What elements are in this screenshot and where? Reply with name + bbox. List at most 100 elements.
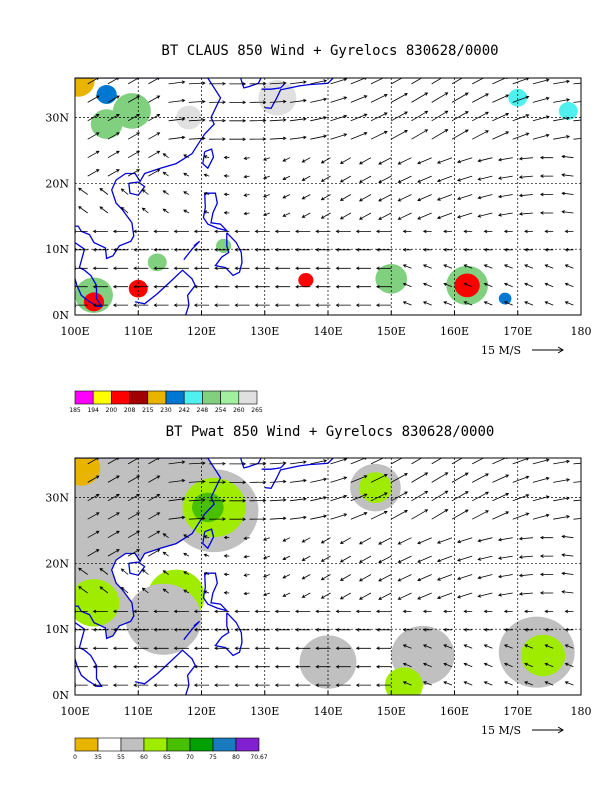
wind-vector-306	[209, 461, 226, 466]
colorbar-label: 248	[197, 407, 209, 414]
wind-vector-89	[355, 628, 371, 632]
wind-vector-88	[335, 248, 351, 252]
wind-vector-33	[234, 284, 250, 289]
wind-vector-291	[411, 472, 429, 483]
wind-vector-68	[443, 264, 453, 269]
wind-vector-30	[173, 664, 189, 669]
wind-vector-44	[463, 662, 473, 668]
wind-vector-77	[112, 248, 129, 252]
colorbar-label: 55	[117, 754, 125, 761]
wind-vector-130	[183, 589, 190, 594]
ref-vector-label: 15 M/S	[481, 724, 521, 737]
wind-vector-185	[282, 555, 291, 560]
wind-vector-11	[295, 683, 311, 687]
wind-vector-72	[524, 264, 534, 269]
wind-vector-111	[295, 609, 311, 614]
wind-vector-28	[133, 664, 149, 669]
colorbar-swatch-6	[183, 390, 203, 405]
wind-vector-262	[330, 494, 348, 502]
wind-vector-254	[168, 117, 186, 122]
lon-tick-label: 100E	[60, 325, 89, 338]
coastline-10	[183, 620, 201, 641]
wind-vector-117	[422, 229, 432, 234]
wind-vector-63	[335, 266, 351, 271]
wind-vector-2	[112, 303, 129, 307]
wind-vector-54	[153, 646, 169, 651]
wind-vector-209	[263, 537, 270, 541]
lat-tick-label: 0N	[52, 309, 69, 322]
field-blob-5	[358, 472, 392, 504]
wind-vector-214	[358, 157, 372, 165]
wind-vector-110	[274, 609, 290, 614]
wind-vector-49	[564, 282, 574, 288]
wind-vector-309	[269, 81, 287, 85]
wind-vector-40	[375, 284, 392, 289]
wind-vector-33	[234, 664, 250, 669]
wind-vector-201	[107, 150, 120, 159]
wind-vector-275	[87, 475, 100, 483]
wind-vector-286	[310, 97, 328, 103]
wind-vector-235	[289, 135, 307, 140]
wind-vector-24	[564, 681, 574, 686]
wind-vector-226	[107, 512, 120, 520]
wind-vector-126	[99, 206, 109, 214]
wind-vector-272	[532, 495, 550, 502]
wind-vector-29	[153, 664, 169, 669]
wind-vector-264	[370, 112, 388, 122]
wind-vector-220	[477, 157, 493, 163]
wind-vector-101	[92, 229, 108, 234]
wind-vector-216	[397, 537, 412, 545]
wind-vector-176	[107, 169, 120, 177]
wind-vector-311	[310, 79, 328, 85]
wind-vector-12	[315, 303, 331, 307]
wind-vector-121	[503, 229, 513, 234]
wind-vector-57	[214, 646, 230, 651]
wind-vector-56	[193, 266, 210, 271]
wind-vector-79	[153, 628, 169, 632]
wind-vector-250	[87, 494, 100, 502]
colorbar-swatch-2	[120, 737, 145, 752]
colorbar-label: 80	[232, 754, 240, 761]
wind-vector-246	[512, 132, 530, 140]
wind-vector-199	[561, 173, 574, 177]
panel-title-claus: BT CLAUS 850 Wind + Gyrelocs 830628/0000	[161, 43, 498, 59]
coastline-8	[261, 82, 286, 90]
wind-vector-278	[148, 95, 161, 103]
wind-vector-198	[539, 174, 554, 178]
wind-vector-139	[358, 212, 372, 220]
wind-vector-36	[295, 284, 311, 289]
lon-tick-label: 120E	[187, 705, 216, 718]
wind-vector-282	[229, 480, 247, 485]
wind-vector-190	[378, 555, 392, 563]
wind-vector-71	[503, 264, 513, 269]
colorbar-swatch-7	[202, 390, 221, 405]
wind-vector-200	[87, 530, 100, 539]
wind-vector-315	[391, 458, 403, 465]
wind-vector-228	[148, 132, 161, 140]
wind-vector-53	[133, 266, 149, 271]
wind-vector-133	[243, 591, 250, 596]
wind-vector-225	[87, 132, 100, 140]
wind-vector-153	[141, 189, 149, 195]
wind-vector-303	[148, 78, 160, 85]
wind-vector-52	[112, 646, 129, 651]
wind-vector-307	[229, 462, 247, 466]
wind-vector-226	[107, 132, 120, 140]
wind-vector-284	[269, 99, 287, 104]
wind-vector-182	[223, 174, 230, 178]
wind-vector-310	[289, 80, 307, 85]
lat-tick-label: 30N	[45, 112, 69, 125]
wind-vector-26	[92, 664, 108, 669]
wind-vector-324	[573, 462, 581, 465]
wind-vector-184	[263, 175, 270, 180]
wind-vector-6	[193, 683, 210, 687]
wind-vector-18	[443, 681, 453, 686]
wind-vector-80	[173, 248, 189, 252]
wind-vector-303	[148, 458, 160, 465]
wind-vector-142	[417, 212, 432, 220]
wind-vector-98	[544, 628, 554, 632]
wind-vector-66	[402, 644, 412, 649]
wind-vector-318	[451, 458, 464, 465]
wind-vector-77	[112, 628, 129, 632]
